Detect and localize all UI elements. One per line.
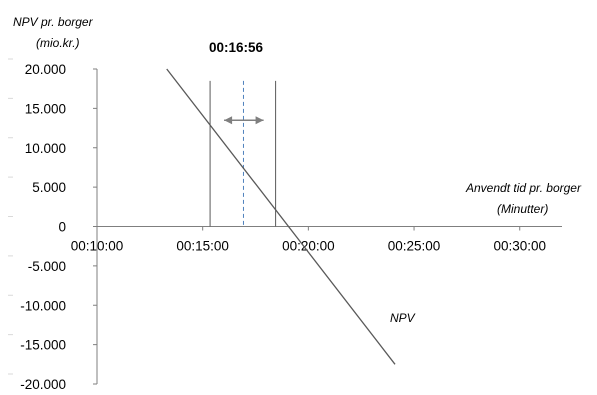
y-tick-label: 10.000 xyxy=(25,141,66,156)
x-tick-label: 00:15:00 xyxy=(176,239,229,254)
range-arrow-left-head xyxy=(224,116,233,125)
tick-marks xyxy=(8,58,521,385)
y-tick-label: -10.000 xyxy=(20,298,66,313)
x-axis-title-line1: Anvendt tid pr. borger xyxy=(465,181,582,195)
series xyxy=(166,68,396,365)
y-axis-title-line1: NPV pr. borger xyxy=(13,15,94,29)
x-tick-label: 00:30:00 xyxy=(493,239,546,254)
y-axis-title-line2: (mio.kr.) xyxy=(36,36,80,50)
x-axis-title-line2: (Minutter) xyxy=(497,202,548,216)
annotations xyxy=(209,80,277,227)
npv-series-line xyxy=(166,68,396,365)
x-tick-label: 00:10:00 xyxy=(71,239,124,254)
y-tick-label: 20.000 xyxy=(25,62,66,77)
y-tick-label: 15.000 xyxy=(25,101,66,116)
axes xyxy=(96,69,562,384)
npv-series-label: NPV xyxy=(390,311,416,325)
y-tick-labels: 20.000 15.000 10.000 5.000 0 -5.000 -10.000 -15… xyxy=(20,62,66,392)
y-tick-label: 0 xyxy=(58,220,66,235)
highlight-time-label: 00:16:56 xyxy=(209,40,264,55)
x-tick-label: 00:20:00 xyxy=(282,239,335,254)
x-tick-labels: 00:10:00 00:15:00 00:20:00 00:25:00 00:30:00 xyxy=(71,239,546,254)
y-tick-label: 5.000 xyxy=(32,180,66,195)
range-arrow-right-head xyxy=(255,116,264,125)
y-tick-label: -20.000 xyxy=(20,377,66,392)
y-tick-label: -15.000 xyxy=(20,338,66,353)
x-tick-label: 00:25:00 xyxy=(388,239,441,254)
y-tick-label: -5.000 xyxy=(28,259,66,274)
